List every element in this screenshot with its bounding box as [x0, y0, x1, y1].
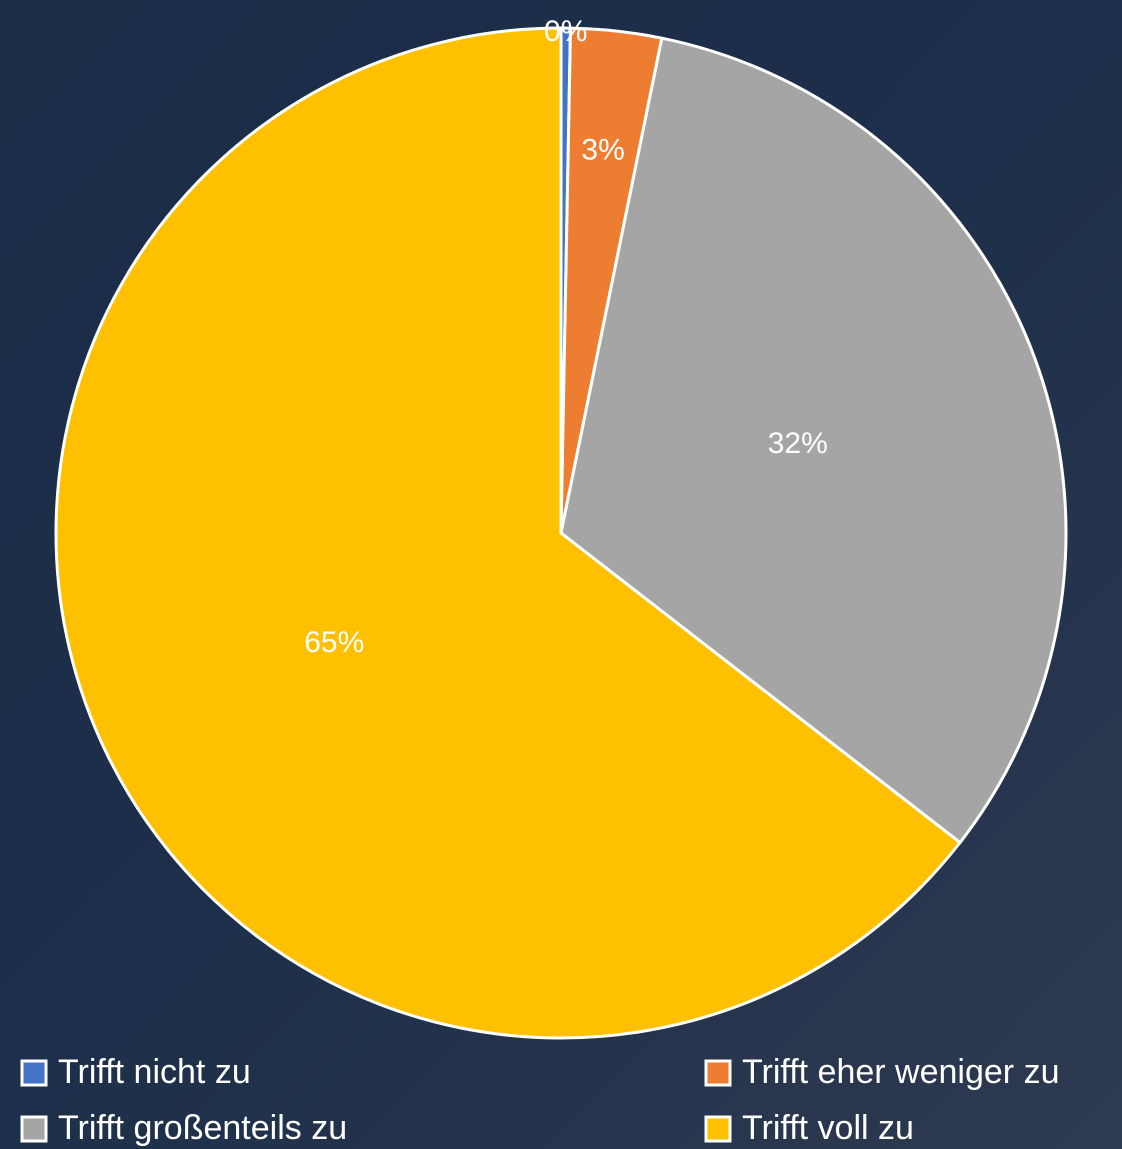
legend-label: Trifft großenteils zu: [58, 1109, 347, 1147]
legend-label: Trifft eher weniger zu: [742, 1053, 1059, 1091]
data-label: 65%: [304, 626, 364, 659]
legend-swatch: [20, 1115, 48, 1143]
data-label: 0%: [544, 15, 587, 48]
legend-swatch: [20, 1059, 48, 1087]
pie-slice: [54, 26, 963, 1040]
legend-label: Trifft voll zu: [742, 1109, 914, 1147]
legend-label: Trifft nicht zu: [58, 1053, 251, 1091]
legend-swatch: [704, 1115, 732, 1143]
legend-swatch: [704, 1059, 732, 1087]
pie-slice: [559, 36, 1068, 845]
data-label: 32%: [768, 427, 828, 460]
data-label: 3%: [581, 133, 624, 166]
